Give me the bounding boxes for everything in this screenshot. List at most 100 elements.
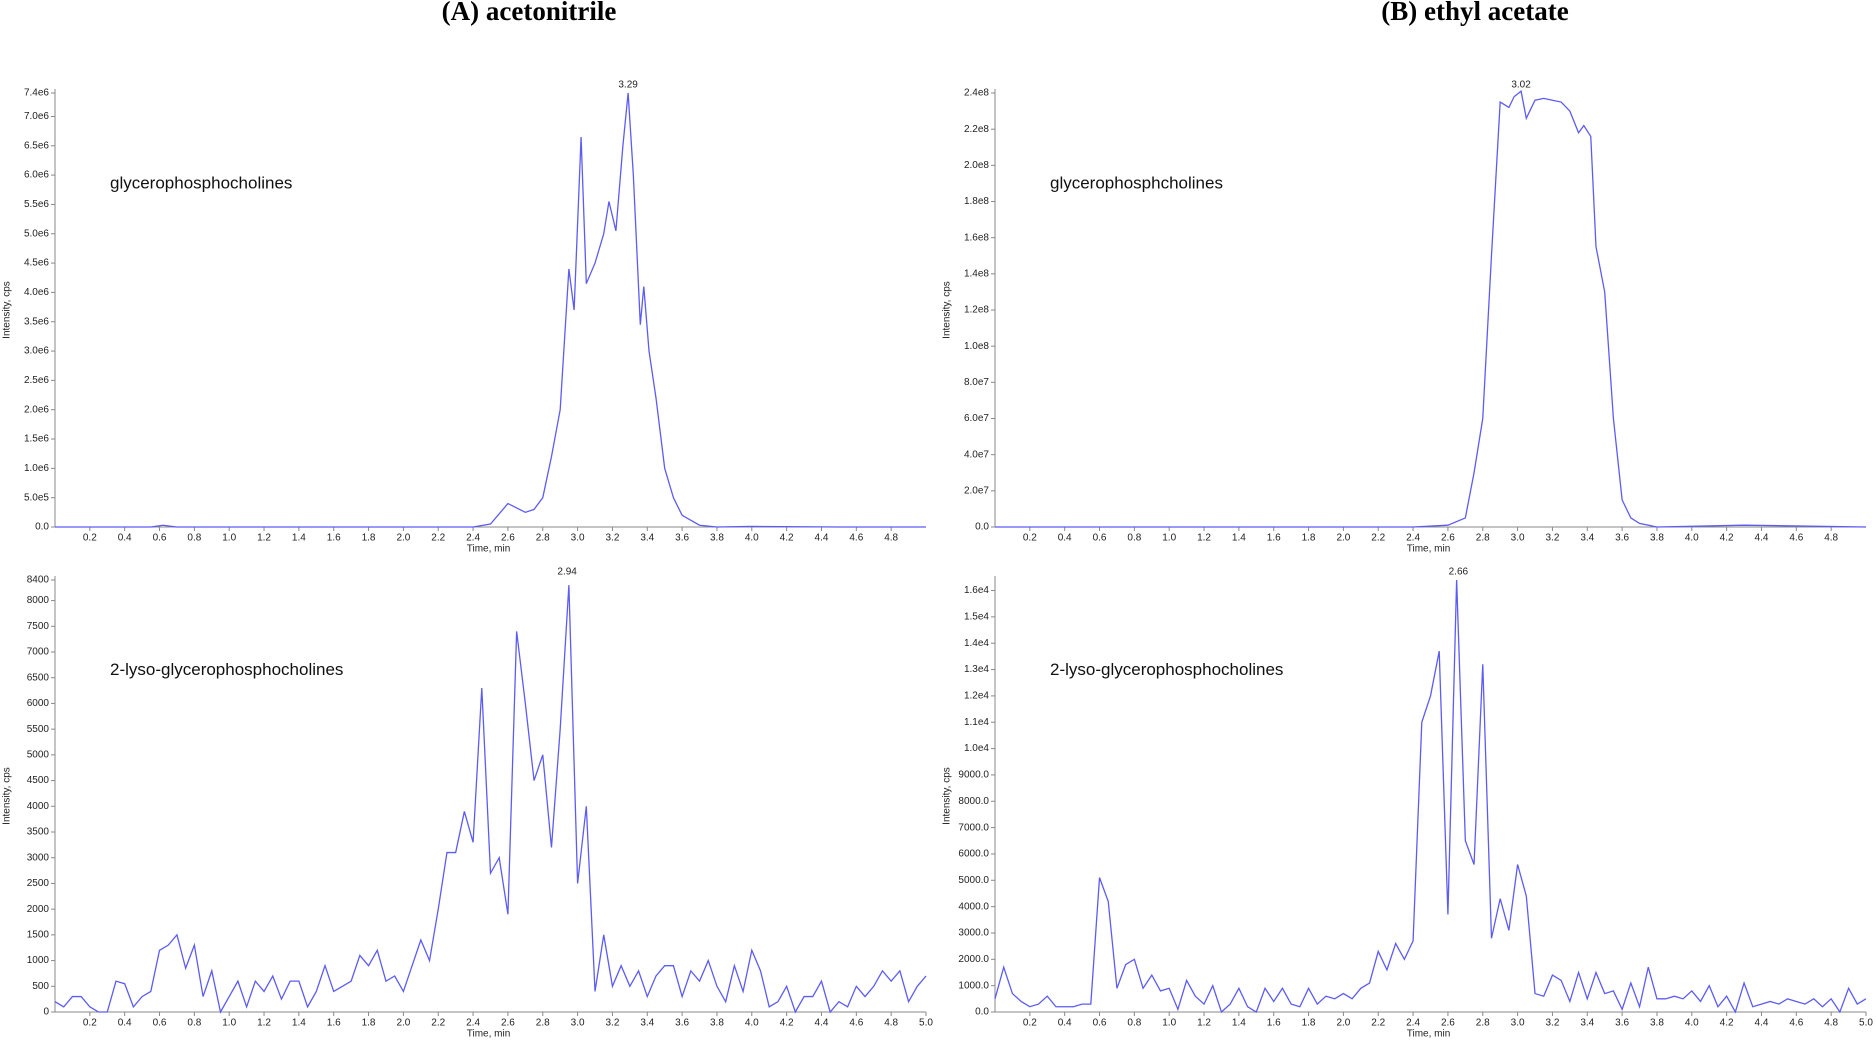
x-tick-label: 3.0 <box>1511 533 1525 544</box>
y-tick-label: 7000.0 <box>958 822 989 833</box>
y-tick-label: 7.0e6 <box>24 111 49 122</box>
x-tick-label: 2.8 <box>536 533 550 544</box>
x-tick-label: 4.8 <box>884 533 898 544</box>
x-tick-label: 4.8 <box>1824 1018 1838 1029</box>
y-tick-label: 5.0e6 <box>24 228 49 239</box>
x-tick-label: 4.6 <box>849 1018 863 1029</box>
chromatogram-line <box>54 585 927 1014</box>
y-tick-label: 1.0e8 <box>964 341 989 352</box>
compound-annotation: glycerophosphocholines <box>110 174 292 193</box>
x-axis-title: Time, min <box>467 544 511 555</box>
x-tick-label: 3.4 <box>1580 1018 1594 1029</box>
x-tick-label: 2.0 <box>396 1018 410 1029</box>
y-axis-title: Intensity, cps <box>2 767 13 825</box>
x-tick-label: 0.8 <box>1127 533 1141 544</box>
y-tick-label: 4.5e6 <box>24 258 49 269</box>
x-tick-label: 0.6 <box>1093 533 1107 544</box>
y-tick-label: 4000 <box>27 801 50 812</box>
y-tick-label: 1.2e4 <box>964 691 989 702</box>
y-tick-label: 8000 <box>27 595 50 606</box>
x-tick-label: 3.4 <box>640 533 654 544</box>
y-tick-label: 5.5e6 <box>24 199 49 210</box>
y-tick-label: 2000.0 <box>958 954 989 965</box>
x-tick-label: 4.6 <box>849 533 863 544</box>
y-tick-label: 6000 <box>27 698 50 709</box>
y-tick-label: 1.3e4 <box>964 664 989 675</box>
y-tick-label: 0.0 <box>975 1007 989 1018</box>
y-tick-label: 2.0e6 <box>24 404 49 415</box>
y-tick-label: 9000.0 <box>958 770 989 781</box>
peak-label: 2.94 <box>557 567 577 578</box>
x-tick-label: 4.0 <box>1685 1018 1699 1029</box>
y-tick-label: 3500 <box>27 827 50 838</box>
x-tick-label: 1.8 <box>362 1018 376 1029</box>
y-tick-label: 5000.0 <box>958 875 989 886</box>
y-tick-label: 5000 <box>27 749 50 760</box>
compound-annotation: 2-lyso-glycerophosphocholines <box>1050 660 1283 679</box>
panel-heading: (B) ethyl acetate <box>1381 0 1568 26</box>
y-tick-label: 8000.0 <box>958 796 989 807</box>
y-tick-label: 0 <box>43 1007 49 1018</box>
x-tick-label: 4.4 <box>1755 533 1769 544</box>
compound-annotation: glycerophosphcholines <box>1050 174 1223 193</box>
y-tick-label: 1.4e8 <box>964 268 989 279</box>
y-tick-label: 6.0e6 <box>24 170 49 181</box>
y-tick-label: 5.0e5 <box>24 492 49 503</box>
y-tick-label: 1.5e4 <box>964 612 989 623</box>
x-tick-label: 1.2 <box>1197 533 1211 544</box>
x-tick-label: 1.8 <box>1302 1018 1316 1029</box>
y-tick-label: 2000 <box>27 904 50 915</box>
x-tick-label: 1.2 <box>257 1018 271 1029</box>
y-tick-label: 3.5e6 <box>24 316 49 327</box>
y-axis-title: Intensity, cps <box>942 281 953 339</box>
y-tick-label: 2.2e8 <box>964 124 989 135</box>
x-tick-label: 1.0 <box>222 1018 236 1029</box>
x-tick-label: 0.4 <box>118 1018 132 1029</box>
x-tick-label: 5.0 <box>919 1018 933 1029</box>
x-tick-label: 2.8 <box>1476 1018 1490 1029</box>
x-tick-label: 1.4 <box>1232 533 1246 544</box>
y-tick-label: 1.6e8 <box>964 232 989 243</box>
x-tick-label: 2.6 <box>1441 533 1455 544</box>
x-tick-label: 2.8 <box>536 1018 550 1029</box>
y-tick-label: 1000.0 <box>958 980 989 991</box>
x-tick-label: 3.6 <box>1615 533 1629 544</box>
x-tick-label: 2.0 <box>396 533 410 544</box>
y-tick-label: 1.0e4 <box>964 743 989 754</box>
x-tick-label: 3.4 <box>640 1018 654 1029</box>
y-tick-label: 7.4e6 <box>24 88 49 99</box>
y-tick-label: 1.6e4 <box>964 585 989 596</box>
y-tick-label: 6.5e6 <box>24 140 49 151</box>
y-tick-label: 1.5e6 <box>24 434 49 445</box>
y-tick-label: 4.0e7 <box>964 449 989 460</box>
chromatogram-line <box>995 90 1867 528</box>
x-tick-label: 4.0 <box>1685 533 1699 544</box>
x-tick-label: 3.8 <box>1650 1018 1664 1029</box>
x-tick-label: 0.2 <box>1023 533 1037 544</box>
peak-label: 3.02 <box>1511 80 1531 91</box>
x-tick-label: 3.0 <box>571 533 585 544</box>
x-tick-label: 2.4 <box>1406 1018 1420 1029</box>
y-tick-label: 3.0e6 <box>24 346 49 357</box>
y-tick-label: 1.4e4 <box>964 638 989 649</box>
x-tick-label: 3.6 <box>675 1018 689 1029</box>
x-tick-label: 4.4 <box>815 1018 829 1029</box>
x-tick-label: 0.2 <box>83 1018 97 1029</box>
x-tick-label: 2.2 <box>431 1018 445 1029</box>
x-tick-label: 3.0 <box>1511 1018 1525 1029</box>
y-tick-label: 3000 <box>27 852 50 863</box>
x-tick-label: 2.6 <box>1441 1018 1455 1029</box>
x-tick-label: 4.6 <box>1789 533 1803 544</box>
peak-label: 3.29 <box>618 80 638 91</box>
y-tick-label: 4.0e6 <box>24 287 49 298</box>
x-tick-label: 3.8 <box>710 533 724 544</box>
x-tick-label: 4.8 <box>884 1018 898 1029</box>
y-tick-label: 5500 <box>27 724 50 735</box>
y-tick-label: 1.1e4 <box>964 717 989 728</box>
y-tick-label: 6.0e7 <box>964 413 989 424</box>
y-tick-label: 2.4e8 <box>964 88 989 99</box>
chromatogram-line <box>994 579 1867 1014</box>
x-tick-label: 3.8 <box>710 1018 724 1029</box>
y-tick-label: 2.5e6 <box>24 375 49 386</box>
